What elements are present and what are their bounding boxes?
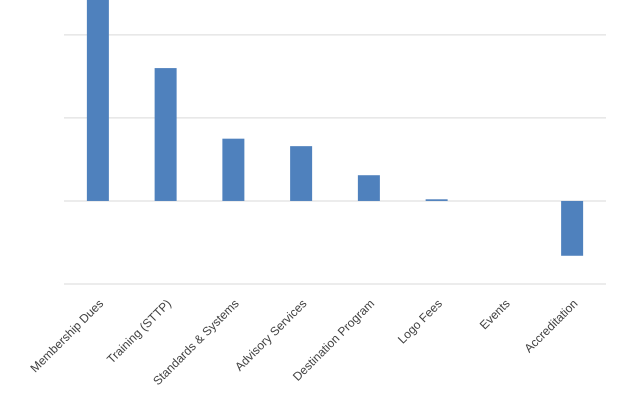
bar: [290, 146, 313, 201]
x-tick-label: Events: [477, 296, 513, 332]
bar: [154, 68, 177, 201]
bar: [561, 200, 584, 256]
x-tick-label: Advisory Services: [232, 296, 309, 373]
x-tick-label: Accreditation: [522, 296, 581, 355]
bar: [425, 199, 448, 201]
bar: [357, 175, 380, 201]
x-tick-label: Membership Dues: [27, 296, 106, 375]
x-tick-label: Logo Fees: [395, 296, 445, 346]
x-tick-label: Training (STTP): [104, 296, 174, 366]
bar: [86, 0, 109, 201]
bar: [222, 138, 245, 201]
